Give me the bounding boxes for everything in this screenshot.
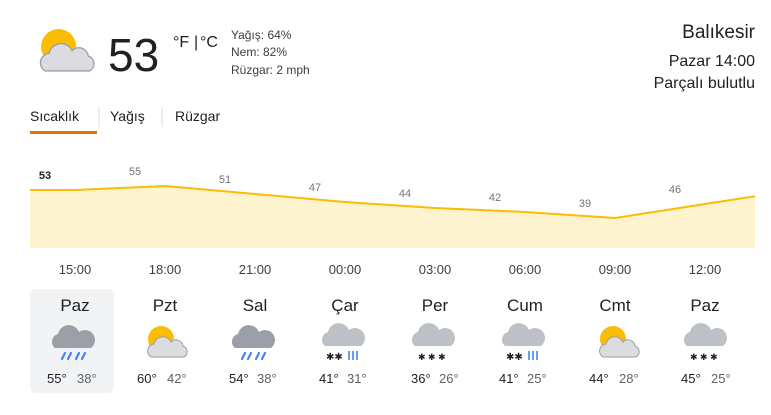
unit-c[interactable]: °C: [200, 34, 218, 51]
day-column[interactable]: Pzt 60° 42°: [137, 296, 188, 386]
high: 41°: [499, 371, 519, 386]
day-column[interactable]: Çar 41° 31°: [319, 296, 367, 386]
day-name: Paz: [690, 296, 719, 315]
weather-icon: [599, 325, 640, 358]
high: 60°: [137, 371, 157, 386]
day-name: Paz: [60, 296, 89, 315]
high: 55°: [47, 371, 67, 386]
low: 42°: [167, 371, 187, 386]
weather-icon: [501, 322, 546, 364]
unit-separator: |: [194, 34, 198, 51]
day-name: Çar: [331, 296, 359, 315]
temp-label: 42: [489, 192, 501, 204]
tab[interactable]: Yağış: [110, 108, 145, 124]
low: 25°: [527, 371, 547, 386]
low: 26°: [439, 371, 459, 386]
weather-icon: [411, 323, 455, 362]
time-label: 09:00: [599, 262, 632, 277]
temp-label: 47: [309, 182, 321, 194]
high: 41°: [319, 371, 339, 386]
day-name: Cum: [507, 296, 543, 315]
current-temp: 53: [108, 29, 159, 81]
day-column[interactable]: Paz 45° 25°: [681, 296, 731, 386]
day-column[interactable]: Per 36° 26°: [411, 296, 459, 386]
day-column[interactable]: Cum 41° 25°: [499, 296, 547, 386]
time-label: 00:00: [329, 262, 362, 277]
location: Balıkesir: [682, 22, 756, 43]
temp-label: 55: [129, 166, 141, 178]
weather-icon: [230, 324, 277, 361]
time-label: 15:00: [59, 262, 92, 277]
time-label: 21:00: [239, 262, 272, 277]
tab[interactable]: Rüzgar: [175, 108, 220, 124]
temp-label: 46: [669, 184, 681, 196]
temp-label: 51: [219, 174, 231, 186]
unit-f[interactable]: °F: [173, 34, 189, 51]
low: 28°: [619, 371, 639, 386]
low: 25°: [711, 371, 731, 386]
wind: Rüzgar: 2 mph: [231, 63, 310, 77]
day-column[interactable]: Cmt 44° 28°: [589, 296, 640, 386]
time-label: 03:00: [419, 262, 452, 277]
humidity: Nem: 82%: [231, 45, 287, 59]
low: 38°: [77, 371, 97, 386]
high: 54°: [229, 371, 249, 386]
day-name: Pzt: [153, 296, 178, 315]
temp-label: 39: [579, 198, 591, 210]
time-label: 06:00: [509, 262, 542, 277]
tab-underline: [30, 131, 97, 134]
high: 36°: [411, 371, 431, 386]
tab[interactable]: Sıcaklık: [30, 108, 80, 124]
high: 45°: [681, 371, 701, 386]
condition: Parçalı bulutlu: [654, 75, 755, 92]
temperature-line: [30, 184, 756, 220]
low: 38°: [257, 371, 277, 386]
temperature-chart: 53 55 51 47 44 42 39 46 15:00 18:00 21:00 00:00 03:0…: [30, 166, 756, 277]
current-icon: [39, 28, 95, 72]
day-name: Per: [422, 296, 449, 315]
precip: Yağış: 64%: [231, 28, 292, 42]
day-column[interactable]: Sal 54° 38°: [229, 296, 277, 386]
high: 44°: [589, 371, 609, 386]
time-label: 12:00: [689, 262, 722, 277]
weather-icon: [147, 325, 188, 358]
temp-label: 44: [399, 188, 411, 200]
day-name: Sal: [243, 296, 268, 315]
weather-icon: [321, 322, 366, 364]
low: 31°: [347, 371, 367, 386]
time-label: 18:00: [149, 262, 182, 277]
day-column[interactable]: Paz 55° 38°: [47, 296, 97, 386]
day-name: Cmt: [599, 296, 630, 315]
weather-icon: [683, 323, 727, 362]
temp-label: 53: [39, 170, 51, 182]
temperature-area: [30, 186, 755, 248]
date-time: Pazar 14:00: [669, 53, 755, 70]
